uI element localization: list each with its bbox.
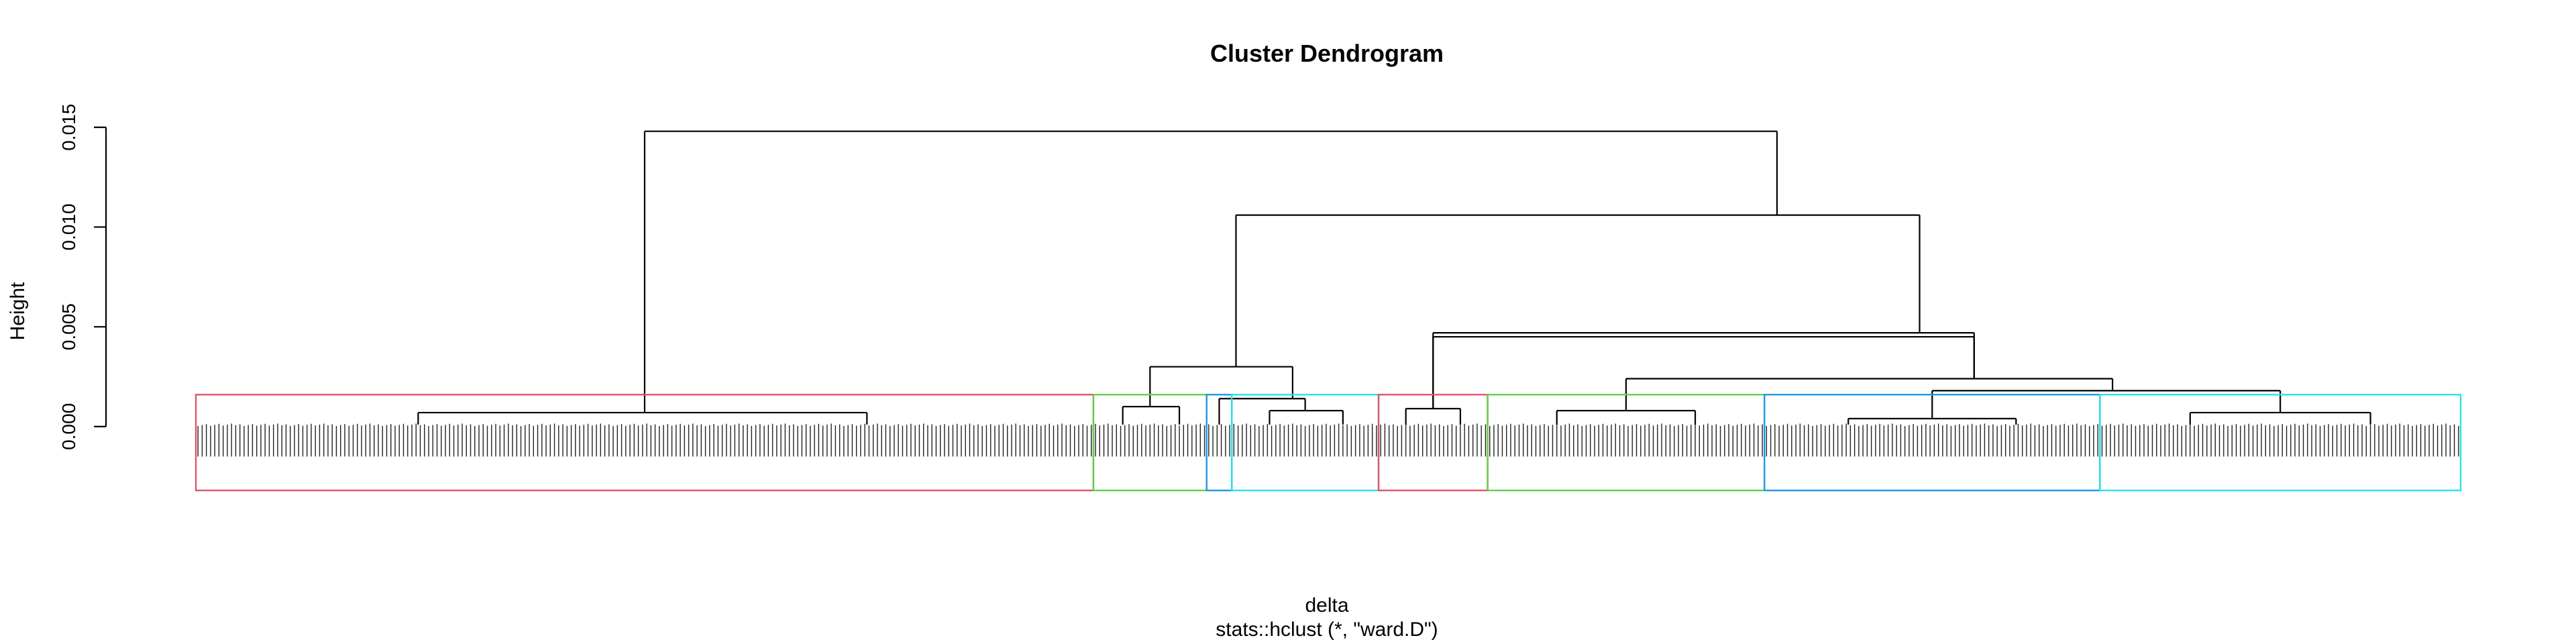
chart-title: Cluster Dendrogram (1210, 40, 1444, 67)
y-tick-label: 0.015 (58, 104, 79, 151)
cluster-rectangles (195, 394, 2462, 492)
y-axis: 0.000 0.005 0.010 0.015 (58, 104, 107, 450)
x-axis-sublabel: stats::hclust (*, "ward.D") (1216, 619, 1438, 641)
x-axis-label: delta (1305, 594, 1348, 616)
cluster-box (2099, 394, 2462, 492)
y-tick-label: 0.005 (58, 303, 79, 350)
y-tick-label: 0.000 (58, 403, 79, 450)
y-axis-label: Height (7, 282, 29, 340)
dendrogram-branches (417, 130, 2371, 425)
leaf-segments (197, 423, 2459, 457)
y-tick-label: 0.010 (58, 203, 79, 250)
